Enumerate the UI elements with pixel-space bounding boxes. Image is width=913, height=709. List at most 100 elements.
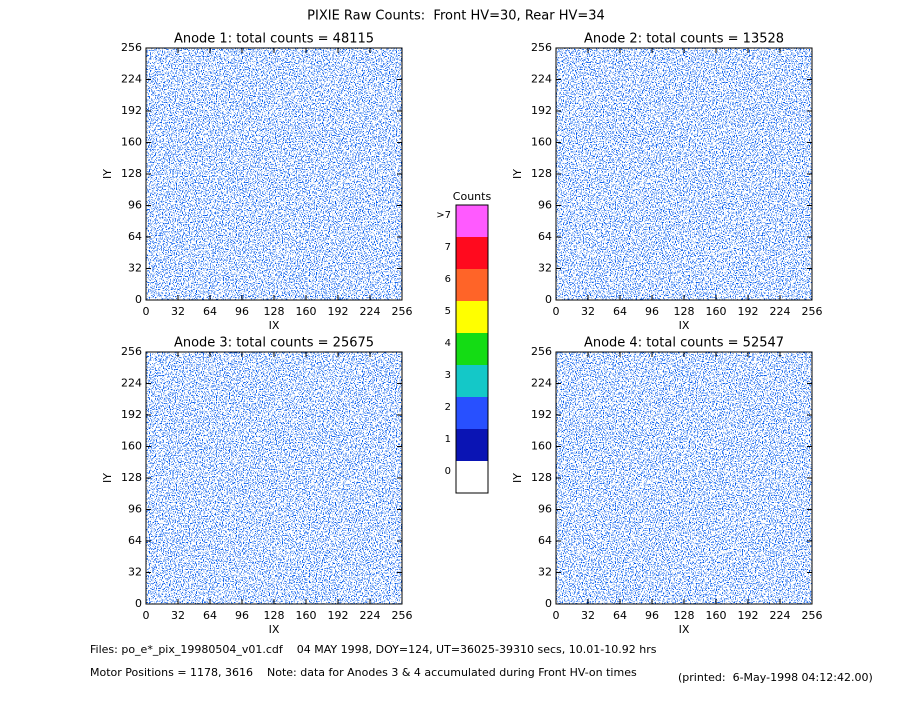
x-tick-label: 160 [706, 609, 727, 622]
colorbar-frame [455, 204, 489, 494]
y-axis-label: IY [511, 473, 524, 483]
x-tick-label: 128 [674, 609, 695, 622]
x-tick-label: 256 [802, 305, 823, 318]
y-tick-label: 96 [128, 503, 142, 516]
footer-printed: (printed: 6-May-1998 04:12:42.00) [678, 671, 873, 684]
y-tick-label: 160 [121, 440, 142, 453]
x-tick-label: 224 [770, 305, 791, 318]
y-tick-label: 96 [128, 199, 142, 212]
x-tick-label: 32 [171, 609, 185, 622]
y-tick-label: 0 [545, 293, 552, 306]
x-tick-label: 64 [613, 305, 627, 318]
x-tick-label: 128 [264, 609, 285, 622]
y-tick-label: 224 [121, 73, 142, 86]
y-tick-label: 256 [121, 41, 142, 54]
y-tick-label: 64 [538, 534, 552, 547]
x-tick-label: 128 [264, 305, 285, 318]
colorbar-cell [456, 429, 488, 461]
y-tick-label: 32 [128, 262, 142, 275]
y-tick-label: 224 [531, 73, 552, 86]
y-tick-label: 256 [531, 345, 552, 358]
page-title: PIXIE Raw Counts: Front HV=30, Rear HV=3… [307, 9, 605, 24]
y-tick-label: 256 [121, 345, 142, 358]
y-axis-label: IY [101, 169, 114, 179]
x-tick-label: 192 [738, 609, 759, 622]
colorbar-cell [456, 397, 488, 429]
colorbar-cell [456, 461, 488, 493]
x-tick-label: 160 [296, 609, 317, 622]
x-axis-label: IX [269, 319, 280, 332]
y-tick-label: 128 [531, 167, 552, 180]
y-tick-label: 256 [531, 41, 552, 54]
x-tick-label: 224 [360, 609, 381, 622]
x-tick-label: 32 [581, 609, 595, 622]
y-tick-label: 224 [531, 377, 552, 390]
y-tick-label: 128 [531, 471, 552, 484]
y-tick-label: 96 [538, 503, 552, 516]
y-tick-label: 64 [538, 230, 552, 243]
colorbar-cell [456, 333, 488, 365]
y-tick-label: 96 [538, 199, 552, 212]
x-axis-label: IX [679, 319, 690, 332]
x-tick-label: 192 [328, 305, 349, 318]
panel-title: Anode 2: total counts = 13528 [584, 32, 784, 47]
x-tick-label: 64 [203, 609, 217, 622]
y-tick-label: 64 [128, 534, 142, 547]
x-tick-label: 160 [706, 305, 727, 318]
x-axis-label: IX [269, 623, 280, 636]
y-tick-label: 224 [121, 377, 142, 390]
heatmap-panel: Anode 3: total counts = 25675 0 32 64 96 128 1… [101, 336, 413, 637]
colorbar-label: 4 [445, 338, 451, 349]
x-tick-label: 256 [802, 609, 823, 622]
x-tick-label: 224 [360, 305, 381, 318]
heatmap-panel: Anode 1: total counts = 48115 0 32 64 96 128 1… [101, 32, 413, 333]
x-tick-label: 256 [392, 609, 413, 622]
x-tick-label: 96 [235, 305, 249, 318]
x-tick-label: 224 [770, 609, 791, 622]
y-tick-label: 160 [531, 136, 552, 149]
colorbar-label: 7 [445, 242, 451, 253]
x-tick-label: 160 [296, 305, 317, 318]
heatmap-texture [146, 352, 402, 604]
colorbar-cell [456, 301, 488, 333]
x-tick-label: 96 [645, 609, 659, 622]
x-tick-label: 32 [581, 305, 595, 318]
y-tick-label: 160 [121, 136, 142, 149]
x-tick-label: 0 [143, 609, 150, 622]
colorbar-label: >7 [436, 210, 451, 221]
heatmap-texture [556, 48, 812, 300]
colorbar-title: Counts [453, 190, 492, 203]
x-tick-label: 0 [143, 305, 150, 318]
x-tick-label: 0 [553, 305, 560, 318]
colorbar-label: 3 [445, 370, 451, 381]
y-tick-label: 192 [531, 408, 552, 421]
x-tick-label: 256 [392, 305, 413, 318]
x-tick-label: 64 [203, 305, 217, 318]
x-tick-label: 128 [674, 305, 695, 318]
panel-title: Anode 1: total counts = 48115 [174, 32, 374, 47]
footer-motor: Motor Positions = 1178, 3616 Note: data … [90, 666, 637, 679]
y-tick-label: 192 [531, 104, 552, 117]
y-tick-label: 32 [538, 566, 552, 579]
y-tick-label: 32 [538, 262, 552, 275]
footer-files: Files: po_e*_pix_19980504_v01.cdf 04 MAY… [90, 643, 657, 656]
colorbar-label: 6 [445, 274, 451, 285]
heatmap-texture [146, 48, 402, 300]
x-tick-label: 192 [738, 305, 759, 318]
heatmap-texture [556, 352, 812, 604]
x-tick-label: 64 [613, 609, 627, 622]
colorbar-cell [456, 365, 488, 397]
y-axis-label: IY [101, 473, 114, 483]
panel-title: Anode 4: total counts = 52547 [584, 336, 784, 351]
y-tick-label: 0 [545, 597, 552, 610]
colorbar-label: 1 [445, 434, 451, 445]
x-axis-label: IX [679, 623, 690, 636]
heatmap-panel: Anode 2: total counts = 13528 0 32 64 96 128 1… [511, 32, 823, 333]
colorbar-label: 0 [445, 466, 451, 477]
y-tick-label: 32 [128, 566, 142, 579]
heatmap-panel: Anode 4: total counts = 52547 0 32 64 96 128 1… [511, 336, 823, 637]
y-tick-label: 128 [121, 471, 142, 484]
y-axis-label: IY [511, 169, 524, 179]
x-tick-label: 96 [235, 609, 249, 622]
